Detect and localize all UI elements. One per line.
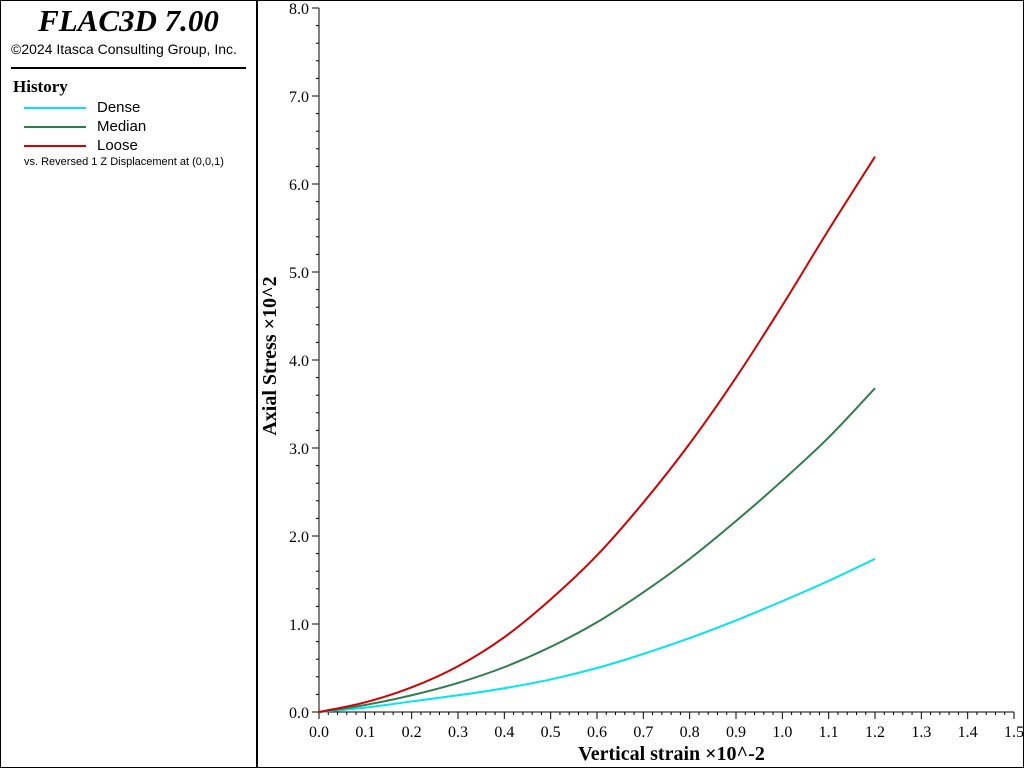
legend-label-dense: Dense xyxy=(97,99,141,116)
x-tick-label: 1.4 xyxy=(958,724,978,741)
x-tick-label: 0.3 xyxy=(448,724,468,741)
y-tick-label: 2.0 xyxy=(289,529,309,546)
x-tick-label: 0.9 xyxy=(726,724,746,741)
x-tick-label: 1.0 xyxy=(772,724,792,741)
x-tick-label: 0.5 xyxy=(541,724,561,741)
y-tick-label: 0.0 xyxy=(289,705,309,722)
legend-swatch-dense xyxy=(24,107,86,109)
x-tick-label: 0.4 xyxy=(494,724,514,741)
app-title: FLAC3D 7.00 xyxy=(38,3,219,38)
y-tick-label: 7.0 xyxy=(289,89,309,106)
ticks: 0.0 0.1 0.2 0.3 0.4 0.5 0.6 0.7 0.8 0.9 1.0 1.1 1.2 1… xyxy=(289,1,1023,741)
y-tick-label: 6.0 xyxy=(289,177,309,194)
x-tick-label: 1.5 xyxy=(1004,724,1023,741)
x-tick-label: 0.7 xyxy=(633,724,653,741)
y-tick-label: 8.0 xyxy=(289,1,309,18)
y-tick-label: 5.0 xyxy=(289,265,309,282)
x-axis-title: Vertical strain ×10^-2 xyxy=(578,743,765,765)
info-panel: FLAC3D 7.00 ©2024 Itasca Consulting Grou… xyxy=(1,1,258,767)
x-tick-label: 1.1 xyxy=(819,724,839,741)
series-line-loose xyxy=(318,156,876,713)
series-line-dense xyxy=(318,557,876,713)
x-tick-label: 0.1 xyxy=(355,724,375,741)
x-tick-label: 1.2 xyxy=(865,724,885,741)
legend-label-median: Median xyxy=(97,118,147,135)
x-tick-label: 0.8 xyxy=(680,724,700,741)
x-tick-label: 0.0 xyxy=(309,724,329,741)
y-tick-label: 3.0 xyxy=(289,441,309,458)
y-tick-label: 1.0 xyxy=(289,617,309,634)
x-tick-label: 1.3 xyxy=(911,724,931,741)
legend-swatch-median xyxy=(24,126,86,128)
legend-heading: History xyxy=(13,77,68,96)
y-tick-label: 4.0 xyxy=(289,353,309,370)
axes xyxy=(318,8,1014,713)
y-axis-title: Axial Stress ×10^2 xyxy=(259,276,281,435)
x-tick-label: 0.6 xyxy=(587,724,607,741)
series xyxy=(318,156,876,713)
legend-note: vs. Reversed 1 Z Displacement at (0,0,1) xyxy=(24,156,224,168)
legend-swatch-loose xyxy=(24,145,86,147)
legend-label-loose: Loose xyxy=(97,137,138,154)
x-tick-label: 0.2 xyxy=(402,724,422,741)
title-divider xyxy=(11,67,246,69)
series-line-median xyxy=(318,387,876,713)
copyright-text: ©2024 Itasca Consulting Group, Inc. xyxy=(11,41,237,57)
